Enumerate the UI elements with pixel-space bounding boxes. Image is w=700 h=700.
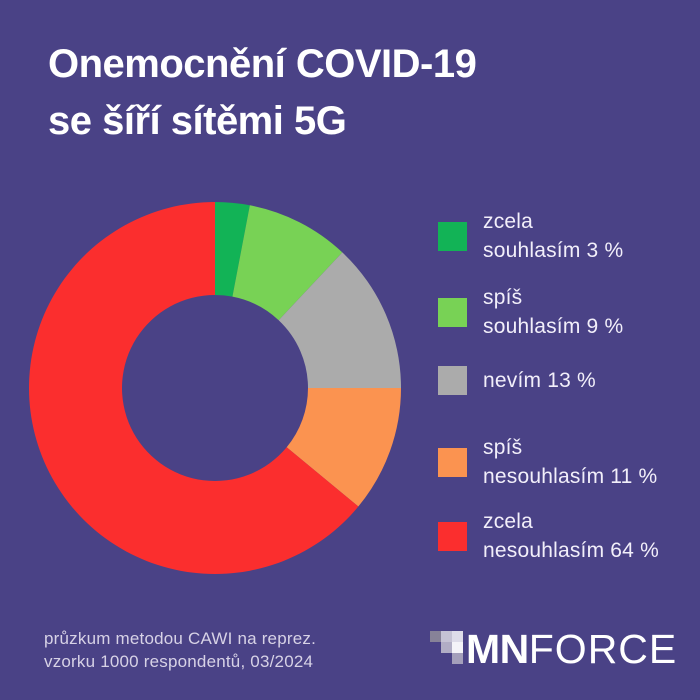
logo-mosaic-cell [452, 653, 463, 664]
logo-mosaic-cell [452, 631, 463, 642]
mnforce-logo: MNFORCE [430, 626, 686, 676]
legend-label-line: zcela [483, 510, 534, 533]
title-line-1: Onemocnění COVID-19 [48, 42, 477, 86]
source-note: průzkum metodou CAWI na reprez. vzorku 1… [44, 627, 316, 673]
logo-mosaic-cell [430, 631, 441, 642]
legend-label: spíš souhlasím 9 % [483, 283, 623, 341]
legend-label-line: spíš [483, 436, 523, 459]
legend-label-line: nesouhlasím 64 % [483, 539, 659, 562]
donut-segment-1 [215, 202, 250, 297]
legend-label: zcela nesouhlasím 64 % [483, 507, 659, 565]
legend-item: spíš nesouhlasím 11 % [438, 433, 657, 491]
logo-mosaic-cell [441, 642, 452, 653]
logo-mosaic-icon [430, 631, 463, 664]
legend-label: zcela souhlasím 3 % [483, 207, 623, 265]
legend-item: spíš souhlasím 9 % [438, 283, 623, 341]
logo-mosaic-cell [452, 642, 463, 653]
logo-wordmark: MNFORCE [466, 629, 677, 670]
source-note-line-2: vzorku 1000 respondentů, 03/2024 [44, 652, 314, 671]
legend-label-line: souhlasím 9 % [483, 315, 624, 338]
legend-swatch-icon [438, 221, 467, 251]
donut-chart [29, 202, 401, 574]
donut-segment-4 [286, 388, 401, 507]
legend-swatch-icon [438, 366, 467, 395]
legend-item: zcela nesouhlasím 64 % [438, 507, 659, 565]
legend-swatch-icon [438, 297, 467, 327]
legend-label: nevím 13 % [483, 366, 596, 395]
page-title: Onemocnění COVID-19 se šíří sítěmi 5G [48, 36, 477, 150]
donut-segment-5 [29, 202, 359, 574]
title-line-2: se šíří sítěmi 5G [48, 99, 347, 143]
legend-item: nevím 13 % [438, 366, 596, 395]
legend-label: spíš nesouhlasím 11 % [483, 433, 657, 491]
donut-segment-3 [278, 252, 401, 388]
donut-segment-2 [232, 205, 343, 321]
legend-swatch-icon [438, 521, 467, 551]
logo-wordmark-bold: MN [466, 626, 529, 672]
source-note-line-1: průzkum metodou CAWI na reprez. [44, 629, 317, 648]
legend-label-line: souhlasím 3 % [483, 239, 624, 262]
legend-swatch-icon [438, 447, 467, 477]
legend-label-line: nevím 13 % [483, 369, 596, 392]
logo-mosaic-cell [441, 631, 452, 642]
legend-label-line: spíš [483, 286, 523, 309]
legend-item: zcela souhlasím 3 % [438, 207, 623, 265]
chart-legend: zcela souhlasím 3 % spíš souhlasím 9 % nevím… [438, 0, 688, 700]
legend-label-line: nesouhlasím 11 % [483, 465, 658, 488]
logo-wordmark-light: FORCE [528, 626, 678, 672]
legend-label-line: zcela [483, 210, 534, 233]
